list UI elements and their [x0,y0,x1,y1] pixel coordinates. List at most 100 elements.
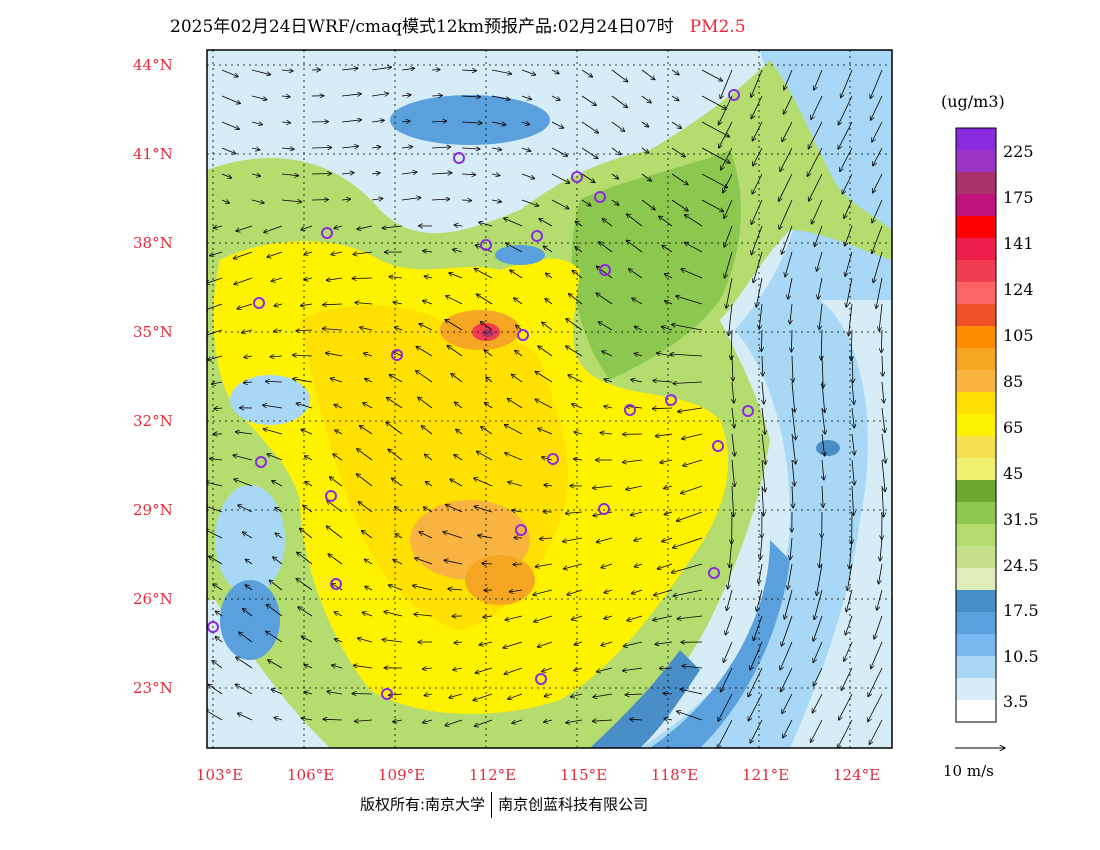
wind-arrow [551,147,568,156]
wind-arrow [388,449,403,461]
wind-arrow [685,215,703,227]
wind-arrow [732,485,734,517]
wind-arrow [266,381,283,382]
wind-arrow [723,173,733,193]
wind-arrow [304,665,313,668]
wind-arrow [671,69,679,75]
wind-arrow [575,221,583,227]
colorbar-swatch [956,370,996,393]
wind-arrow [329,477,343,487]
wind-arrow [546,273,553,279]
wind-arrow [814,589,823,620]
lon-label: 109°E [378,766,426,784]
wind-arrow [542,667,553,672]
wind-arrow [791,459,795,486]
wind-arrow [461,122,482,123]
wind-arrow [566,319,583,331]
wind-arrow [511,374,523,383]
wind-arrow [822,485,823,507]
wind-arrow [790,537,792,560]
wind-arrow [311,148,332,149]
wind-arrow [822,459,824,480]
wind-arrow [395,534,403,539]
colorbar-swatch [956,612,996,635]
wind-arrow [533,589,553,595]
wind-arrow [720,667,733,692]
wind-arrow [352,278,373,279]
wind-arrow [837,719,853,748]
wind-arrow [382,226,403,228]
wind-arrow [542,457,553,460]
wind-arrow [243,609,253,617]
colorbar-label: 10.5 [1003,647,1039,666]
wind-arrow [543,246,553,253]
wind-arrow [611,69,628,82]
wind-arrow [718,95,733,125]
wind-arrow [872,121,883,142]
wind-arrow [581,69,593,77]
wind-vectors [207,67,885,748]
wind-arrow [871,95,883,120]
wind-arrow [208,684,223,695]
wind-arrow [782,225,793,254]
wind-arrow [521,173,535,179]
wind-arrow [761,329,762,351]
wind-arrow [515,350,523,357]
wind-arrow [371,67,392,71]
wind-arrow [680,689,703,695]
wind-arrow [677,711,703,721]
wind-arrow [641,147,649,153]
wind-arrow [267,251,283,257]
wind-arrow [634,538,643,541]
wind-arrow [431,95,442,96]
wind-arrow [814,225,823,247]
wind-arrow [872,199,883,223]
wind-arrow [327,692,343,695]
wind-arrow [791,407,796,440]
wind-arrow [274,717,283,720]
wind-arrow [299,528,313,539]
wind-arrow [872,225,883,254]
wind-arrow [611,199,619,205]
wind-arrow [450,479,463,487]
wind-arrow [301,718,313,720]
wind-arrow [673,382,703,384]
wind-arrow [521,199,539,206]
wind-arrow [751,199,763,224]
colorbar-label: 45 [1003,464,1024,483]
wind-arrow [788,277,793,299]
wind-arrow [293,355,313,356]
wind-arrow [326,278,343,280]
wind-arrow [221,147,236,154]
wind-arrow [874,615,883,639]
wind-arrow [394,507,403,513]
wind-arrow [665,274,673,279]
wind-arrow [454,402,463,409]
wind-arrow [446,505,463,513]
wind-arrow [298,607,313,617]
wind-arrow [356,474,373,487]
wind-arrow [535,371,553,383]
wind-arrow [760,537,762,560]
colorbar-swatch [956,282,996,305]
wind-arrow [270,356,283,357]
wind-arrow [444,560,463,565]
wind-arrow [779,199,793,229]
wind-arrow [846,277,853,307]
wind-arrow [237,713,253,721]
colorbar-swatch [956,546,996,569]
wind-arrow [719,121,733,148]
colorbar-label: 17.5 [1003,601,1039,620]
wind-arrow [570,694,583,697]
colorbar-swatch [956,590,996,613]
wind-arrow [600,433,613,434]
wind-arrow [362,612,373,617]
wind-arrow [476,294,493,305]
wind-arrow [212,661,223,669]
wind-arrow [221,69,238,77]
colorbar-swatch [956,392,996,415]
wind-arrow [207,277,223,284]
wind-arrow [303,505,313,513]
wind-arrow [601,641,613,646]
wind-arrow [341,173,354,174]
